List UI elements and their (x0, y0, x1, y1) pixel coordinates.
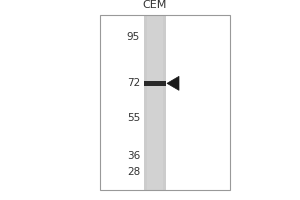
Bar (144, 81, 166, 86)
Text: 36: 36 (127, 151, 140, 161)
Bar (147, 15, 163, 190)
Text: 28: 28 (127, 167, 140, 177)
Bar (144, 15, 166, 190)
Bar (100, 15, 230, 190)
Polygon shape (167, 76, 179, 90)
Text: 72: 72 (127, 78, 140, 88)
Text: 95: 95 (127, 32, 140, 42)
Text: 55: 55 (127, 113, 140, 123)
Text: CEM: CEM (143, 0, 167, 10)
